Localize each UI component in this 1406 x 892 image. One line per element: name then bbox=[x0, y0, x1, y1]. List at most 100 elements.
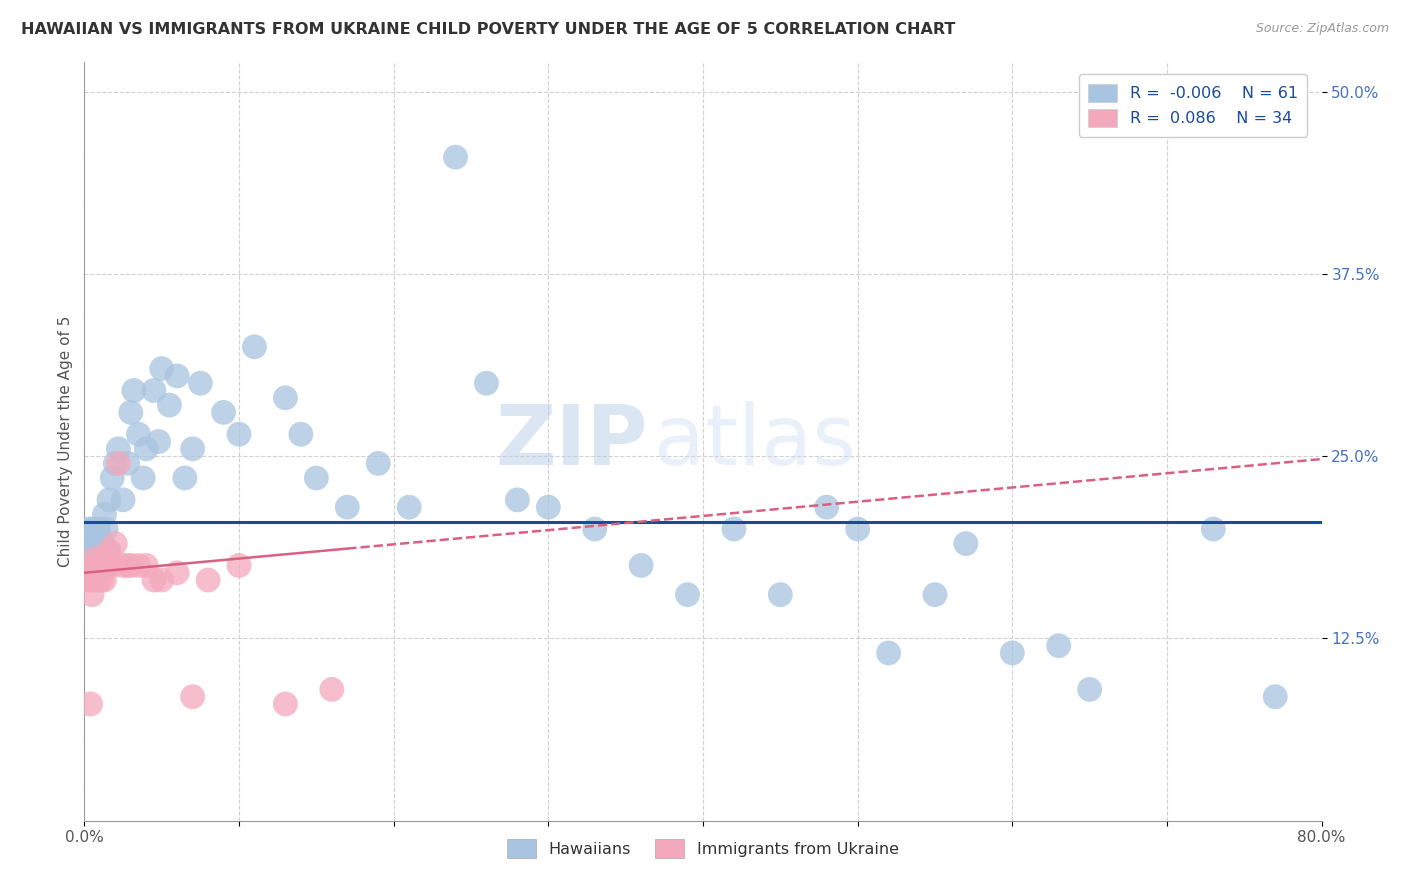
Text: Source: ZipAtlas.com: Source: ZipAtlas.com bbox=[1256, 22, 1389, 36]
Point bbox=[77, 573, 100, 587]
Point bbox=[769, 588, 792, 602]
Point bbox=[159, 398, 180, 412]
Point bbox=[96, 544, 118, 558]
Point bbox=[82, 588, 104, 602]
Point bbox=[82, 529, 104, 543]
Point bbox=[150, 361, 173, 376]
Point bbox=[127, 427, 149, 442]
Point bbox=[87, 573, 110, 587]
Y-axis label: Child Poverty Under the Age of 5: Child Poverty Under the Age of 5 bbox=[58, 316, 73, 567]
Point bbox=[79, 544, 101, 558]
Point bbox=[290, 427, 312, 442]
Point bbox=[228, 558, 250, 573]
Point bbox=[77, 566, 100, 580]
Point bbox=[117, 457, 139, 471]
Point bbox=[197, 573, 219, 587]
Point bbox=[188, 376, 211, 391]
Point bbox=[174, 471, 197, 485]
Point bbox=[676, 588, 699, 602]
Point bbox=[537, 500, 560, 515]
Point bbox=[955, 536, 977, 550]
Point bbox=[1264, 690, 1286, 704]
Point bbox=[112, 492, 135, 507]
Point bbox=[107, 457, 129, 471]
Point bbox=[367, 457, 389, 471]
Point bbox=[87, 522, 110, 536]
Point bbox=[143, 384, 166, 398]
Point bbox=[630, 558, 652, 573]
Point bbox=[120, 405, 142, 419]
Point bbox=[243, 340, 266, 354]
Point bbox=[135, 558, 157, 573]
Point bbox=[120, 558, 142, 573]
Point bbox=[135, 442, 157, 456]
Point bbox=[91, 558, 114, 573]
Point bbox=[1001, 646, 1024, 660]
Point bbox=[212, 405, 235, 419]
Point bbox=[112, 558, 135, 573]
Point bbox=[101, 471, 124, 485]
Point bbox=[86, 558, 108, 573]
Point bbox=[90, 573, 112, 587]
Point bbox=[127, 558, 149, 573]
Point bbox=[181, 690, 204, 704]
Point bbox=[321, 682, 343, 697]
Point bbox=[398, 500, 420, 515]
Point bbox=[723, 522, 745, 536]
Point bbox=[83, 558, 105, 573]
Point bbox=[1202, 522, 1225, 536]
Point bbox=[148, 434, 170, 449]
Point bbox=[104, 536, 127, 550]
Point bbox=[89, 558, 111, 573]
Point bbox=[77, 522, 100, 536]
Point bbox=[1047, 639, 1070, 653]
Point bbox=[104, 457, 127, 471]
Point bbox=[107, 442, 129, 456]
Point bbox=[166, 566, 188, 580]
Point bbox=[117, 558, 139, 573]
Point bbox=[815, 500, 838, 515]
Point bbox=[96, 558, 118, 573]
Point bbox=[83, 522, 105, 536]
Point bbox=[228, 427, 250, 442]
Point bbox=[846, 522, 869, 536]
Point bbox=[132, 471, 155, 485]
Point bbox=[86, 544, 108, 558]
Point bbox=[924, 588, 946, 602]
Point bbox=[506, 492, 529, 507]
Point bbox=[101, 558, 124, 573]
Point bbox=[91, 536, 114, 550]
Point bbox=[274, 391, 297, 405]
Point bbox=[181, 442, 204, 456]
Text: atlas: atlas bbox=[654, 401, 855, 482]
Point bbox=[82, 573, 104, 587]
Point bbox=[1078, 682, 1101, 697]
Point bbox=[79, 697, 101, 711]
Point bbox=[76, 566, 98, 580]
Point bbox=[86, 566, 108, 580]
Point bbox=[305, 471, 328, 485]
Legend: Hawaiians, Immigrants from Ukraine: Hawaiians, Immigrants from Ukraine bbox=[499, 831, 907, 866]
Point bbox=[86, 529, 108, 543]
Point bbox=[84, 544, 107, 558]
Point bbox=[98, 544, 121, 558]
Text: ZIP: ZIP bbox=[495, 401, 647, 482]
Point bbox=[94, 522, 117, 536]
Point bbox=[98, 492, 121, 507]
Point bbox=[84, 551, 107, 566]
Point bbox=[93, 573, 115, 587]
Point bbox=[143, 573, 166, 587]
Point bbox=[89, 529, 111, 543]
Point bbox=[877, 646, 900, 660]
Point bbox=[475, 376, 498, 391]
Point bbox=[90, 544, 112, 558]
Text: HAWAIIAN VS IMMIGRANTS FROM UKRAINE CHILD POVERTY UNDER THE AGE OF 5 CORRELATION: HAWAIIAN VS IMMIGRANTS FROM UKRAINE CHIL… bbox=[21, 22, 956, 37]
Point bbox=[93, 508, 115, 522]
Point bbox=[444, 150, 467, 164]
Point bbox=[122, 384, 145, 398]
Point bbox=[583, 522, 606, 536]
Point bbox=[274, 697, 297, 711]
Point bbox=[336, 500, 359, 515]
Point bbox=[150, 573, 173, 587]
Point bbox=[94, 551, 117, 566]
